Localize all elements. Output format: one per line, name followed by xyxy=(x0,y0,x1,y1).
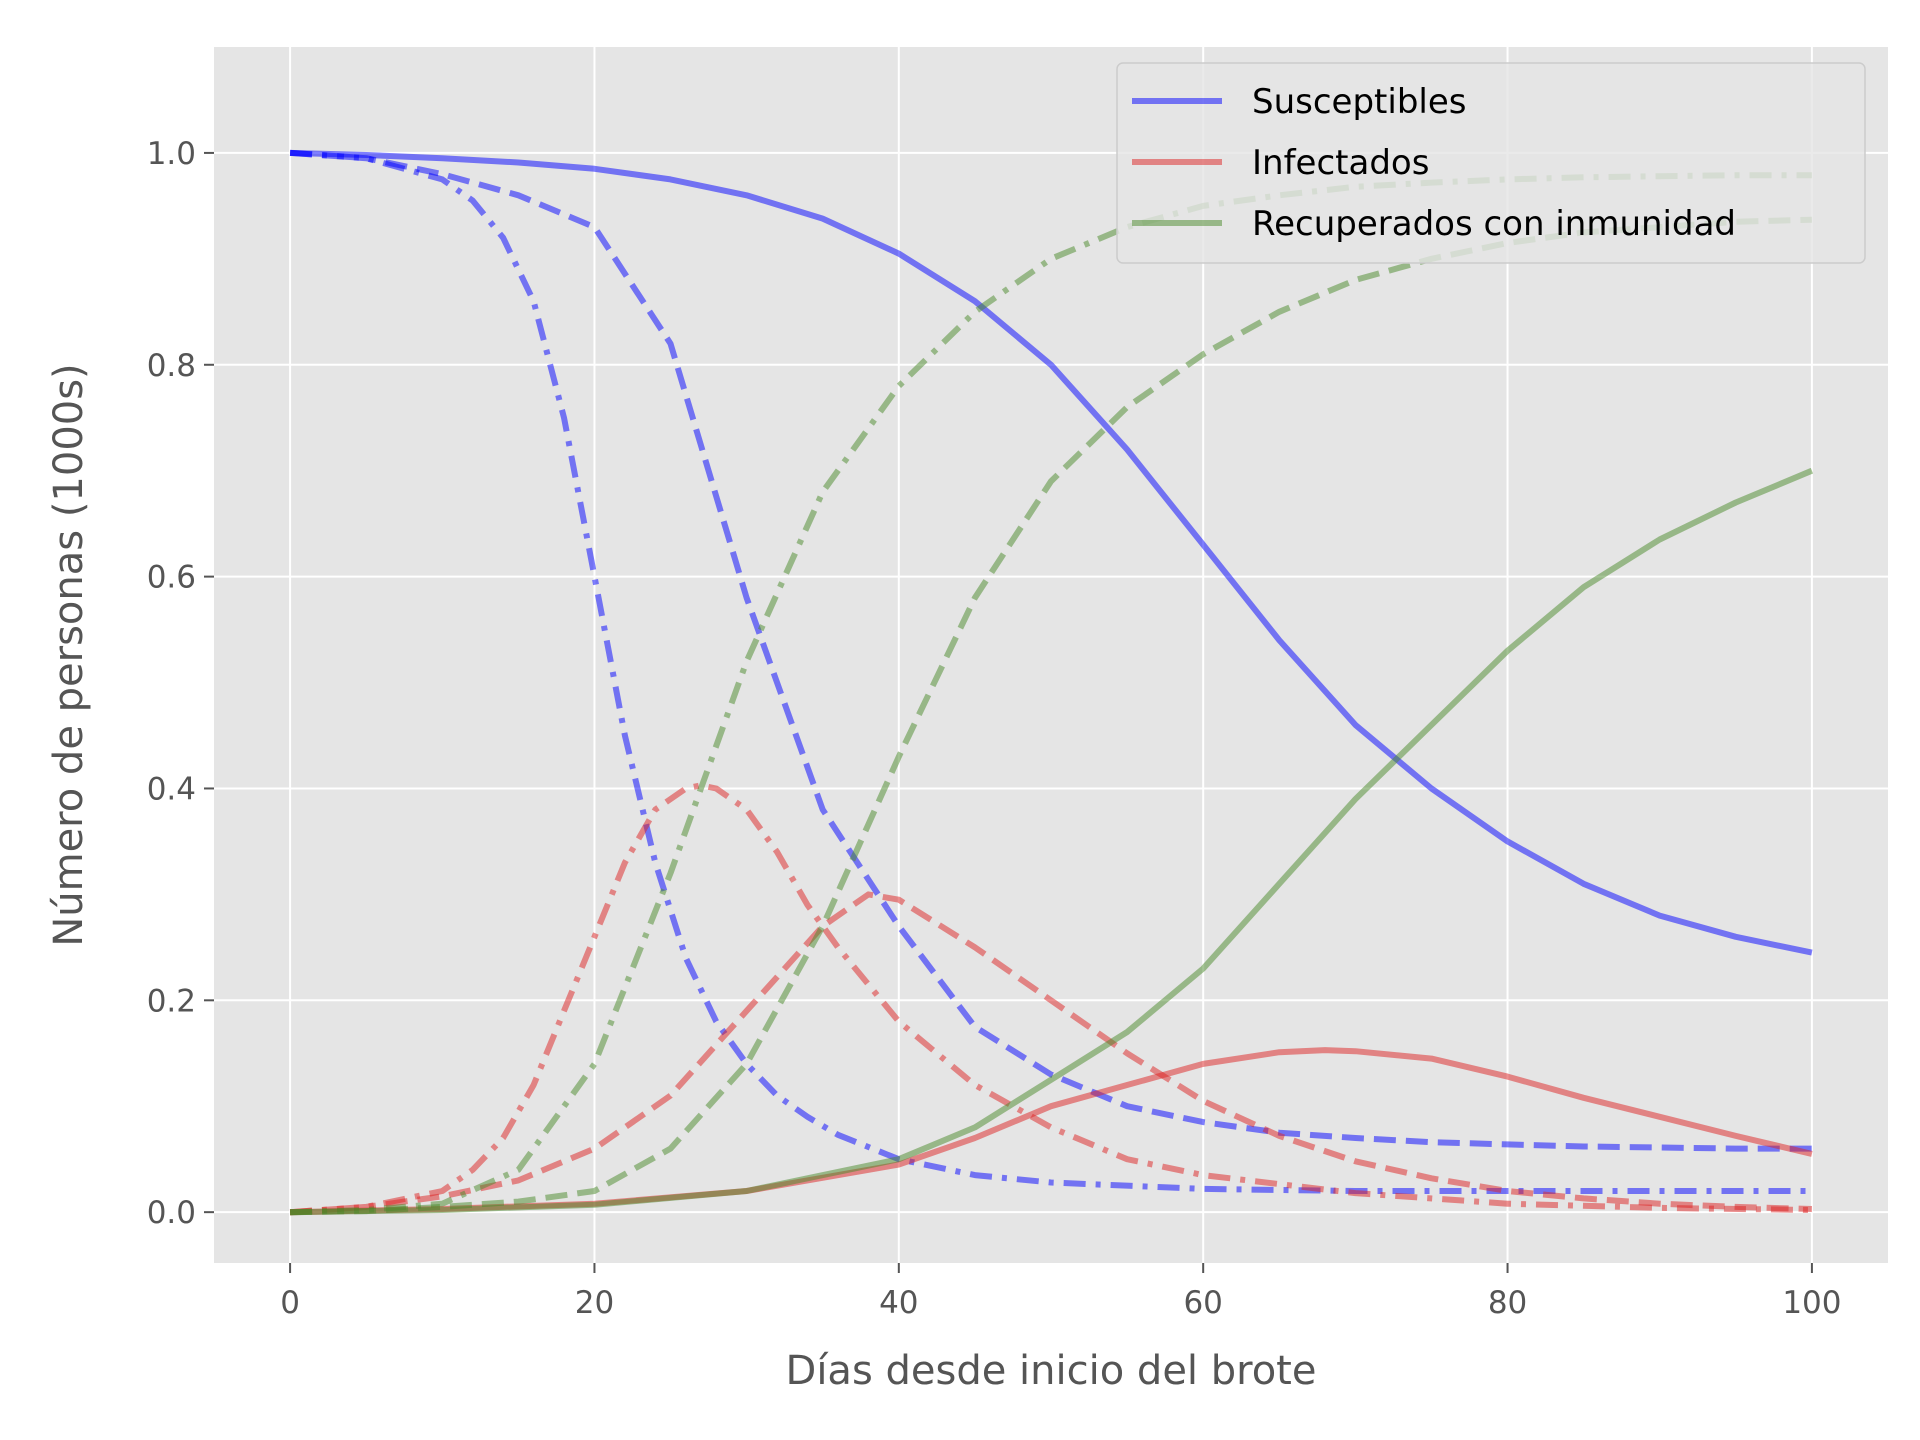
series-line-susceptibles-dashed xyxy=(289,149,1812,1152)
y-axis-label: Número de personas (1000s) xyxy=(46,363,92,946)
y-tick-label: 0.8 xyxy=(147,348,196,384)
x-tick-label: 60 xyxy=(1183,1285,1222,1321)
y-ticks: 0.0 0.2 0.4 0.6 0.8 1.0 xyxy=(147,136,214,1231)
series-line-infectados-dashed xyxy=(289,891,1812,1216)
x-tick-label: 20 xyxy=(575,1285,614,1321)
series-line-recuperados-solid xyxy=(290,467,1814,1216)
series-line-infectados-dashdot xyxy=(289,782,1812,1216)
x-axis-label: Días desde inicio del brote xyxy=(786,1348,1317,1394)
x-tick-label: 0 xyxy=(280,1285,300,1321)
legend-box xyxy=(1116,62,1866,264)
y-tick-label: 0.2 xyxy=(147,983,196,1019)
x-tick-label: 80 xyxy=(1488,1285,1527,1321)
legend-label: Susceptibles xyxy=(1252,82,1466,122)
y-tick-label: 1.0 xyxy=(147,136,196,172)
x-tick-label: 100 xyxy=(1782,1285,1841,1321)
series-line-susceptibles-dashdot xyxy=(289,149,1812,1194)
y-tick-label: 0.6 xyxy=(147,560,196,596)
y-tick-label: 0.0 xyxy=(147,1195,196,1231)
legend-label: Infectados xyxy=(1252,143,1429,183)
series-line-susceptibles-solid xyxy=(290,149,1813,956)
legend-label: Recuperados con inmunidad xyxy=(1252,204,1736,244)
x-ticks: 0 20 40 60 80 100 xyxy=(280,1263,1841,1321)
y-tick-label: 0.4 xyxy=(147,771,196,807)
x-tick-label: 40 xyxy=(879,1285,918,1321)
legend: Susceptibles Infectados Recuperados con in… xyxy=(1116,62,1866,264)
